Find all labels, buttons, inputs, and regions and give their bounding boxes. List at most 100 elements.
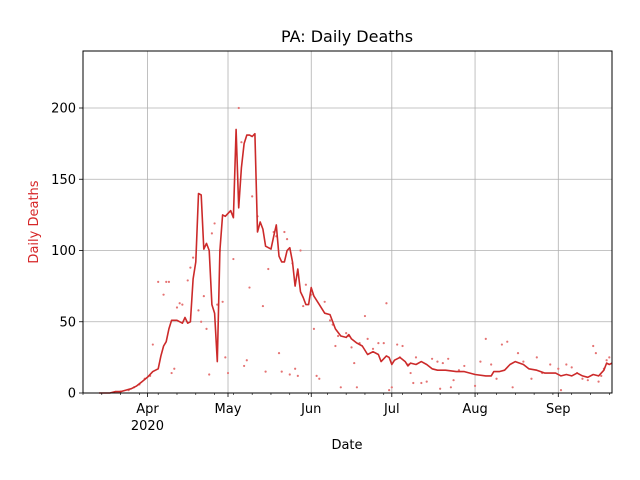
daily-point bbox=[388, 389, 391, 392]
daily-point bbox=[232, 257, 235, 261]
daily-point bbox=[226, 371, 230, 375]
daily-point bbox=[216, 303, 219, 306]
y-tick-label: 150 bbox=[51, 173, 76, 188]
daily-point bbox=[237, 106, 240, 110]
daily-point bbox=[377, 342, 380, 345]
y-tick-label: 100 bbox=[51, 244, 76, 259]
daily-point bbox=[173, 367, 176, 370]
daily-point bbox=[200, 320, 203, 323]
daily-point bbox=[414, 356, 418, 359]
x-axis-label: Date bbox=[331, 438, 362, 453]
daily-point bbox=[277, 352, 281, 355]
daily-point bbox=[600, 374, 603, 377]
daily-point bbox=[570, 366, 573, 369]
x-tick-label: May bbox=[215, 402, 242, 417]
daily-point bbox=[162, 293, 165, 296]
daily-point bbox=[366, 337, 369, 340]
daily-point bbox=[425, 380, 428, 383]
daily-point bbox=[385, 302, 388, 305]
daily-point bbox=[304, 283, 307, 286]
daily-point bbox=[288, 373, 291, 376]
daily-point bbox=[420, 381, 423, 385]
daily-point bbox=[283, 230, 286, 234]
daily-point bbox=[535, 356, 538, 359]
y-tick-label: 50 bbox=[59, 315, 76, 330]
daily-point bbox=[280, 370, 283, 373]
daily-point bbox=[592, 344, 595, 348]
daily-point bbox=[412, 381, 415, 385]
daily-point bbox=[189, 266, 192, 269]
daily-point bbox=[240, 141, 243, 144]
daily-point bbox=[449, 386, 452, 389]
daily-point bbox=[181, 303, 184, 306]
daily-point bbox=[339, 386, 342, 389]
daily-point bbox=[522, 360, 525, 363]
daily-point bbox=[285, 238, 289, 241]
daily-point bbox=[586, 379, 589, 382]
daily-point bbox=[323, 300, 326, 303]
daily-point bbox=[302, 304, 305, 308]
daily-point bbox=[382, 342, 385, 345]
daily-point bbox=[261, 304, 265, 308]
x-tick-label: Jul bbox=[383, 402, 400, 417]
average-line-layer bbox=[99, 128, 613, 394]
daily-point bbox=[315, 374, 318, 377]
y-axis-ticks: 0 50 100 150 200 bbox=[51, 102, 83, 402]
daily-point bbox=[334, 344, 337, 348]
daily-point bbox=[294, 367, 297, 370]
daily-point bbox=[170, 371, 173, 375]
x-tick-year-label: 2020 bbox=[131, 419, 164, 434]
daily-point bbox=[484, 337, 487, 340]
daily-point bbox=[447, 357, 450, 360]
daily-point bbox=[390, 386, 393, 389]
daily-point bbox=[549, 363, 552, 366]
daily-point bbox=[605, 359, 608, 362]
daily-point bbox=[559, 389, 563, 392]
daily-point bbox=[151, 343, 154, 346]
daily-point bbox=[251, 195, 254, 198]
daily-point bbox=[452, 379, 455, 382]
y-tick-label: 200 bbox=[51, 102, 76, 117]
daily-point bbox=[516, 352, 520, 355]
daily-point bbox=[221, 300, 224, 303]
daily-point bbox=[353, 361, 356, 365]
x-tick-label: Aug bbox=[462, 402, 487, 417]
x-tick-label: Apr bbox=[136, 402, 159, 417]
daily-point bbox=[202, 295, 205, 298]
daily-point bbox=[441, 361, 444, 365]
daily-point bbox=[197, 309, 200, 312]
daily-point bbox=[479, 360, 482, 363]
daily-point bbox=[167, 280, 171, 283]
daily-point bbox=[500, 343, 504, 346]
daily-point bbox=[165, 280, 168, 283]
daily-point bbox=[430, 357, 434, 360]
x-tick-label: Jun bbox=[300, 402, 321, 417]
daily-point bbox=[328, 319, 332, 322]
daily-point bbox=[243, 364, 246, 368]
daily-point bbox=[511, 386, 514, 389]
daily-point bbox=[557, 367, 560, 370]
daily-point bbox=[371, 347, 375, 350]
plot-frame bbox=[82, 50, 613, 394]
daily-point bbox=[245, 359, 248, 362]
daily-point bbox=[208, 373, 211, 376]
daily-point bbox=[457, 369, 461, 372]
x-tick-label: Sep bbox=[546, 402, 571, 417]
daily-point bbox=[436, 360, 439, 363]
y-axis-label: Daily Deaths bbox=[27, 180, 42, 263]
daily-point bbox=[264, 370, 267, 373]
daily-point bbox=[213, 222, 216, 225]
daily-point bbox=[363, 314, 367, 318]
y-tick-label: 0 bbox=[68, 387, 76, 402]
daily-point bbox=[337, 334, 340, 338]
daily-point bbox=[299, 249, 302, 252]
daily-point bbox=[296, 374, 299, 377]
daily-point bbox=[490, 363, 493, 366]
chart-title: PA: Daily Deaths bbox=[281, 27, 413, 46]
daily-point bbox=[312, 327, 316, 330]
daily-point bbox=[495, 377, 498, 380]
daily-point bbox=[396, 343, 399, 346]
